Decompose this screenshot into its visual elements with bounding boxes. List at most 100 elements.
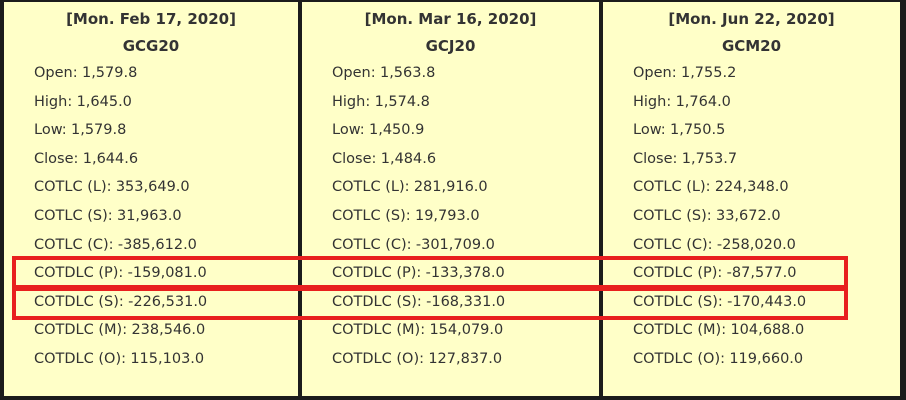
- row-value: 238,546.0: [131, 322, 206, 339]
- data-row: COTLC (S): 31,963.0: [34, 208, 182, 224]
- row-label: COTDLC (M):: [332, 322, 426, 339]
- row-value: -258,020.0: [716, 236, 796, 253]
- data-row: COTDLC (M): 154,079.0: [332, 322, 503, 338]
- row-label: Close:: [633, 150, 678, 167]
- row-label: COTDLC (M):: [34, 322, 128, 339]
- row-label: COTDLC (S):: [633, 293, 723, 310]
- panel-symbol: GCJ20: [425, 37, 476, 55]
- data-row: COTDLC (O): 127,837.0: [332, 351, 502, 367]
- row-value: 119,660.0: [729, 351, 804, 367]
- data-row: Close: 1,753.7: [633, 151, 737, 167]
- row-value: 19,793.0: [414, 208, 480, 224]
- panel-symbol: GCM20: [721, 37, 782, 55]
- row-value: 1,764.0: [675, 93, 731, 110]
- data-row: COTLC (L): 281,916.0: [332, 179, 488, 195]
- data-row: COTLC (C): -385,612.0: [34, 237, 197, 253]
- panel-date: [Mon. Jun 22, 2020]: [668, 10, 835, 28]
- data-row: High: 1,764.0: [633, 94, 731, 110]
- data-row: Open: 1,755.2: [633, 65, 736, 81]
- row-label: COTLC (S):: [332, 208, 411, 224]
- row-value: 1,753.7: [681, 150, 738, 167]
- row-value: 127,837.0: [428, 351, 503, 367]
- data-row: COTDLC (M): 104,688.0: [633, 322, 804, 338]
- data-row: COTLC (L): 353,649.0: [34, 179, 190, 195]
- row-label: Low:: [332, 122, 365, 139]
- data-row: Open: 1,579.8: [34, 65, 137, 81]
- highlight-box: [12, 287, 848, 320]
- row-label: COTDLC (O):: [332, 351, 424, 367]
- row-value: -168,331.0: [426, 293, 506, 310]
- row-label: Close:: [34, 150, 79, 167]
- data-row: COTDLC (S): -170,443.0: [633, 294, 806, 310]
- row-label: Low:: [633, 122, 666, 139]
- data-row: COTLC (C): -301,709.0: [332, 237, 495, 253]
- panel: [Mon. Feb 17, 2020] GCG20 Open: 1,579.8 High…: [4, 2, 298, 396]
- data-row: COTDLC (P): -87,577.0: [633, 265, 796, 281]
- row-value: 33,672.0: [715, 208, 781, 224]
- data-row: High: 1,645.0: [34, 94, 132, 110]
- row-value: -133,378.0: [425, 265, 505, 282]
- data-row: Close: 1,484.6: [332, 151, 436, 167]
- row-value: -159,081.0: [127, 265, 207, 282]
- row-value: 1,484.6: [380, 150, 437, 167]
- row-value: 115,103.0: [130, 351, 205, 367]
- row-value: -385,612.0: [117, 236, 197, 253]
- row-value: 1,450.9: [369, 122, 425, 139]
- row-value: 281,916.0: [413, 179, 488, 196]
- data-row: COTDLC (P): -159,081.0: [34, 265, 207, 281]
- data-row: COTDLC (S): -168,331.0: [332, 294, 505, 310]
- row-label: COTLC (L):: [34, 179, 112, 196]
- row-label: COTDLC (S):: [34, 293, 124, 310]
- row-label: High:: [633, 93, 672, 110]
- row-value: 104,688.0: [730, 322, 805, 339]
- row-value: 224,348.0: [714, 179, 789, 196]
- row-label: COTLC (C):: [34, 236, 114, 253]
- row-label: COTLC (C):: [332, 236, 412, 253]
- row-value: 1,644.6: [82, 150, 139, 167]
- row-label: High:: [34, 93, 73, 110]
- row-value: 1,574.8: [374, 93, 430, 110]
- panel-date: [Mon. Mar 16, 2020]: [364, 10, 537, 28]
- row-label: COTDLC (P):: [332, 265, 422, 282]
- row-label: High:: [332, 93, 371, 110]
- row-value: 31,963.0: [116, 208, 182, 224]
- row-label: COTLC (S):: [633, 208, 712, 224]
- row-value: 1,755.2: [680, 65, 737, 81]
- row-value: 1,563.8: [379, 65, 436, 81]
- row-value: 1,645.0: [76, 93, 132, 110]
- row-label: COTDLC (P):: [633, 265, 723, 282]
- row-label: COTLC (L):: [633, 179, 711, 196]
- row-label: COTLC (L):: [332, 179, 410, 196]
- row-value: 1,750.5: [670, 122, 726, 139]
- data-row: COTLC (S): 33,672.0: [633, 208, 781, 224]
- panel-date: [Mon. Feb 17, 2020]: [66, 10, 236, 28]
- panel: [Mon. Jun 22, 2020] GCM20 Open: 1,755.2 High…: [603, 2, 900, 396]
- row-label: Open:: [332, 65, 376, 81]
- data-row: COTDLC (O): 115,103.0: [34, 351, 204, 367]
- row-label: COTDLC (P):: [34, 265, 124, 282]
- data-row: Low: 1,750.5: [633, 122, 725, 138]
- data-row: COTLC (C): -258,020.0: [633, 237, 796, 253]
- row-label: COTLC (S):: [34, 208, 113, 224]
- data-row: High: 1,574.8: [332, 94, 430, 110]
- highlight-box: [12, 256, 848, 289]
- row-label: COTDLC (M):: [633, 322, 727, 339]
- row-value: -301,709.0: [415, 236, 495, 253]
- data-row: Low: 1,579.8: [34, 122, 126, 138]
- row-value: 1,579.8: [71, 122, 127, 139]
- data-row: COTDLC (P): -133,378.0: [332, 265, 505, 281]
- row-value: 1,579.8: [81, 65, 138, 81]
- data-row: Low: 1,450.9: [332, 122, 424, 138]
- row-value: -170,443.0: [727, 293, 807, 310]
- row-value: -87,577.0: [726, 265, 797, 282]
- panel: [Mon. Mar 16, 2020] GCJ20 Open: 1,563.8 High…: [302, 2, 599, 396]
- data-row: Close: 1,644.6: [34, 151, 138, 167]
- panel-symbol: GCG20: [122, 37, 180, 55]
- row-value: 154,079.0: [429, 322, 504, 339]
- row-label: Open:: [633, 65, 677, 81]
- data-row: COTDLC (S): -226,531.0: [34, 294, 207, 310]
- data-row: Open: 1,563.8: [332, 65, 435, 81]
- data-row: COTLC (S): 19,793.0: [332, 208, 480, 224]
- row-label: Close:: [332, 150, 377, 167]
